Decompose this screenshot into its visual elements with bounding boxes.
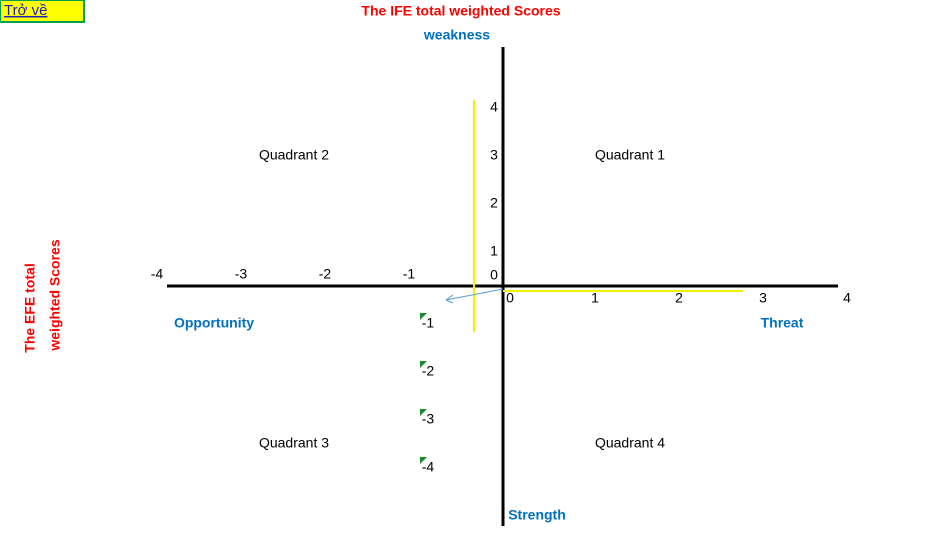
y-tick-label: -3: [422, 411, 435, 427]
x-tick-label: 0: [506, 290, 514, 306]
y-tick-label: 1: [490, 243, 498, 259]
comment-marker: [420, 361, 427, 368]
x-tick-label: 4: [843, 290, 851, 306]
pole-left: Opportunity: [174, 315, 254, 331]
back-button[interactable]: [0, 0, 85, 23]
y-tick-label: -2: [422, 363, 435, 379]
x-tick-label: 2: [675, 290, 683, 306]
x-tick-label: 3: [759, 290, 767, 306]
x-tick-label: -1: [403, 266, 416, 282]
ticks: -4 -3 -2 -1 0 1 2 3 4 4 3 2 1 0 -1 -2 -3 -4: [151, 99, 851, 475]
pole-top: weakness: [423, 27, 490, 43]
comment-marker: [420, 457, 427, 464]
quadrant-label: Quadrant 3: [259, 435, 329, 451]
comment-marker: [420, 409, 427, 416]
x-tick-label: 1: [591, 290, 599, 306]
arrow: [445, 288, 504, 301]
y-tick-label: -1: [422, 315, 435, 331]
y-tick-label: 3: [490, 147, 498, 163]
quadrant-label: Quadrant 2: [259, 147, 329, 163]
x-tick-label: -2: [319, 266, 332, 282]
y-tick-label: 0: [490, 267, 498, 283]
y-tick-label: 4: [490, 99, 498, 115]
pole-bottom: Strength: [508, 507, 566, 523]
title: The IFE total weighted Scores: [361, 3, 560, 19]
side-title-line: The EFE total: [22, 263, 38, 352]
x-tick-label: -4: [151, 266, 164, 282]
x-tick-label: -3: [235, 266, 248, 282]
pole-right: Threat: [761, 315, 804, 331]
back-button-label[interactable]: Trở về: [4, 2, 47, 19]
comment-marker: [420, 313, 427, 320]
y-tick-label: 2: [490, 195, 498, 211]
quadrant-label: Quadrant 4: [595, 435, 665, 451]
y-tick-label: -4: [422, 459, 435, 475]
quadrant-label: Quadrant 1: [595, 147, 665, 163]
side-title-line: weighted Scores: [47, 239, 63, 351]
arrow-head: [445, 294, 454, 304]
